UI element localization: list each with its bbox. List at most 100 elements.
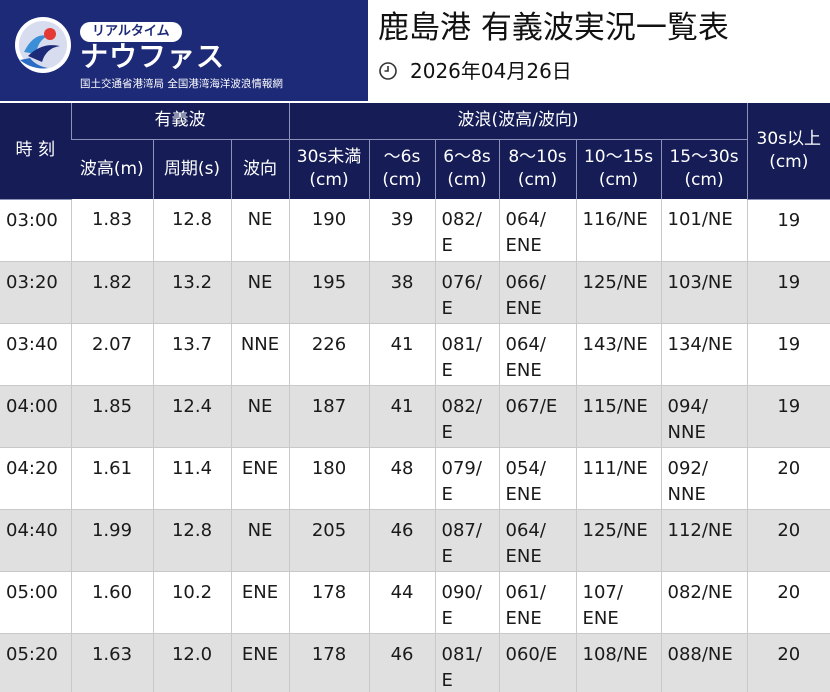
cell-period: 13.2 (152, 261, 231, 324)
page-header: リアルタイム ナウファス 国土交通省港湾局 全国港湾海洋波浪情報網 鹿島港 有義… (0, 0, 830, 103)
cell-band1: 205 (288, 509, 370, 572)
cell-band3: 081/ E (434, 323, 500, 386)
cell-period: 12.8 (152, 509, 231, 572)
table-row: 04:40 1.99 12.8 NE 205 46 087/ E 064/ ENE 125/NE… (0, 509, 830, 572)
cell-height: 1.83 (70, 199, 153, 262)
cell-direction: NE (230, 509, 290, 572)
col-header-band4: 8〜10s (cm) (498, 139, 577, 199)
cell-band6: 103/NE (660, 261, 748, 324)
cell-height: 1.82 (70, 261, 153, 324)
cell-band5: 111/NE (575, 447, 662, 510)
logo-name: ナウファス (80, 40, 226, 73)
cell-period: 13.7 (152, 323, 231, 386)
cell-direction: ENE (230, 447, 290, 510)
cell-band4: 064/ ENE (498, 323, 577, 386)
cell-band3: 082/ E (434, 385, 500, 448)
cell-band3: 087/ E (434, 509, 500, 572)
cell-band7: 20 (746, 633, 830, 692)
wave-logo-icon (15, 17, 71, 73)
cell-band1: 180 (288, 447, 370, 510)
cell-band2: 39 (368, 199, 436, 262)
table-row: 03:40 2.07 13.7 NNE 226 41 081/ E 064/ ENE 143/N… (0, 323, 830, 386)
cell-band6: 094/ NNE (660, 385, 748, 448)
cell-band6: 092/ NNE (660, 447, 748, 510)
cell-band7: 20 (746, 447, 830, 510)
col-header-time: 時 刻 (0, 103, 71, 200)
col-group-significant-wave: 有義波 (70, 103, 290, 140)
cell-band4: 066/ ENE (498, 261, 577, 324)
cell-band2: 41 (368, 323, 436, 386)
cell-band3: 081/ E (434, 633, 500, 692)
col-header-band7: 30s以上 (cm) (746, 103, 830, 200)
cell-band5: 107/ ENE (575, 571, 662, 634)
cell-band4: 064/ ENE (498, 199, 577, 262)
table-body: 03:00 1.83 12.8 NE 190 39 082/ E 064/ ENE 116/NE… (0, 199, 830, 692)
cell-time: 03:20 (0, 261, 71, 324)
cell-band7: 20 (746, 571, 830, 634)
cell-band1: 226 (288, 323, 370, 386)
wave-observation-table: 時 刻 有義波 波浪(波高/波向) 30s以上 (cm) 波高(m) 周期(s)… (0, 103, 830, 692)
table-row: 03:00 1.83 12.8 NE 190 39 082/ E 064/ ENE 116/NE… (0, 199, 830, 262)
cell-band2: 44 (368, 571, 436, 634)
logo-subtitle: 国土交通省港湾局 全国港湾海洋波浪情報網 (80, 78, 283, 90)
cell-band7: 19 (746, 385, 830, 448)
cell-band6: 088/NE (660, 633, 748, 692)
col-header-direction: 波向 (230, 139, 290, 199)
cell-direction: ENE (230, 571, 290, 634)
cell-band6: 112/NE (660, 509, 748, 572)
cell-band5: 143/NE (575, 323, 662, 386)
date-row: 2026年04月26日 (378, 58, 572, 84)
cell-band2: 46 (368, 509, 436, 572)
cell-time: 05:00 (0, 571, 71, 634)
cell-band7: 19 (746, 323, 830, 386)
cell-band2: 38 (368, 261, 436, 324)
table-row: 04:20 1.61 11.4 ENE 180 48 079/ E 054/ ENE 111/N… (0, 447, 830, 510)
cell-height: 1.85 (70, 385, 153, 448)
col-header-band5: 10〜15s (cm) (575, 139, 662, 199)
cell-band4: 067/E (498, 385, 577, 448)
cell-band5: 125/NE (575, 261, 662, 324)
cell-band1: 190 (288, 199, 370, 262)
cell-time: 04:20 (0, 447, 71, 510)
cell-band4: 054/ ENE (498, 447, 577, 510)
nowphas-logo[interactable]: リアルタイム ナウファス 国土交通省港湾局 全国港湾海洋波浪情報網 (0, 0, 368, 101)
cell-height: 1.60 (70, 571, 153, 634)
cell-height: 1.63 (70, 633, 153, 692)
cell-time: 03:00 (0, 199, 71, 262)
cell-period: 12.4 (152, 385, 231, 448)
cell-period: 12.8 (152, 199, 231, 262)
cell-time: 05:20 (0, 633, 71, 692)
col-header-period: 周期(s) (152, 139, 231, 199)
table-row: 04:00 1.85 12.4 NE 187 41 082/ E 067/E 115/NE 094… (0, 385, 830, 448)
cell-direction: NE (230, 385, 290, 448)
col-header-band2: 〜6s (cm) (368, 139, 436, 199)
cell-band6: 082/NE (660, 571, 748, 634)
cell-band1: 178 (288, 571, 370, 634)
cell-period: 11.4 (152, 447, 231, 510)
cell-band3: 079/ E (434, 447, 500, 510)
cell-height: 2.07 (70, 323, 153, 386)
cell-band1: 195 (288, 261, 370, 324)
cell-band2: 48 (368, 447, 436, 510)
col-header-band1: 30s未満 (cm) (288, 139, 370, 199)
cell-height: 1.99 (70, 509, 153, 572)
cell-period: 10.2 (152, 571, 231, 634)
cell-band5: 116/NE (575, 199, 662, 262)
cell-band3: 082/ E (434, 199, 500, 262)
realtime-badge: リアルタイム (80, 22, 182, 42)
cell-direction: ENE (230, 633, 290, 692)
col-header-band3: 6〜8s (cm) (434, 139, 500, 199)
cell-direction: NE (230, 261, 290, 324)
cell-band2: 41 (368, 385, 436, 448)
table-row: 03:20 1.82 13.2 NE 195 38 076/ E 066/ ENE 125/NE… (0, 261, 830, 324)
page-title: 鹿島港 有義波実況一覧表 (378, 10, 729, 46)
cell-height: 1.61 (70, 447, 153, 510)
clock-icon (379, 62, 397, 80)
observation-date: 2026年04月26日 (410, 59, 572, 83)
cell-period: 12.0 (152, 633, 231, 692)
cell-direction: NE (230, 199, 290, 262)
cell-band2: 46 (368, 633, 436, 692)
cell-band7: 19 (746, 261, 830, 324)
cell-band7: 20 (746, 509, 830, 572)
cell-band5: 115/NE (575, 385, 662, 448)
